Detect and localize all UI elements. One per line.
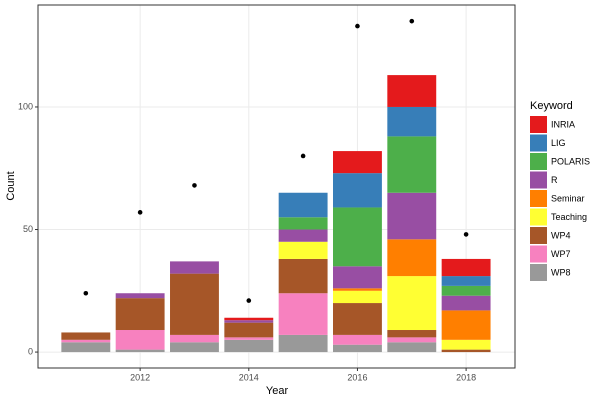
bar-segment [441, 285, 491, 296]
dot [137, 210, 143, 215]
bar-segment [333, 288, 382, 291]
legend-title: Keyword [530, 100, 573, 112]
x-axis-title: Year [266, 385, 289, 397]
legend-key [530, 134, 547, 152]
bar-segment [115, 298, 165, 331]
dot [355, 23, 360, 29]
bar-segment [333, 334, 382, 345]
dot [463, 232, 469, 237]
x-tick-label: 2014 [239, 372, 259, 382]
legend-key [530, 245, 547, 263]
bar-segment [224, 337, 274, 340]
x-tick-label: 2018 [456, 372, 476, 382]
legend-key [530, 171, 547, 189]
bar-segment [224, 322, 274, 338]
bar-segment [387, 106, 437, 137]
bar-segment [333, 290, 382, 304]
bar-segment [333, 151, 382, 174]
bar-segment [278, 229, 328, 242]
legend-label: LIG [551, 138, 566, 148]
bar-segment [278, 293, 328, 335]
legend-label: Seminar [551, 193, 585, 203]
legend-label: WP7 [551, 249, 571, 259]
x-tick-label: 2016 [347, 372, 367, 382]
bar-segment [333, 266, 382, 289]
bar-segment [441, 339, 491, 350]
bar-segment [387, 342, 437, 353]
bar-segment [441, 258, 491, 277]
legend-key [530, 116, 547, 133]
legend-key [530, 208, 547, 226]
legend-label: R [551, 175, 558, 185]
bar-segment [441, 276, 491, 286]
legend-key [530, 264, 547, 281]
bar-segment [333, 344, 382, 353]
bar-segment [170, 261, 219, 274]
bar-segment [224, 320, 274, 323]
bar-segment [115, 330, 165, 350]
bar-segment [441, 310, 491, 340]
panel-border [37, 4, 516, 369]
dot [192, 183, 197, 188]
bar-segment [61, 342, 111, 353]
y-axis-title: Count [5, 171, 17, 200]
legend-label: POLARIS [551, 156, 590, 166]
bar-segment [278, 258, 328, 294]
bar-segment [115, 349, 165, 353]
bar-segment [115, 293, 165, 299]
bar-segment [387, 192, 437, 240]
dot [300, 153, 306, 159]
legend-key [530, 153, 547, 170]
bar-segment [387, 136, 437, 193]
x-tick-label: 2012 [130, 372, 150, 382]
dot [246, 298, 252, 303]
legend-label: INRIA [551, 119, 575, 129]
bar-segment [170, 273, 219, 335]
bar-segment [278, 241, 328, 259]
bar-segment [278, 192, 328, 218]
bar-segment [333, 303, 382, 335]
bar-segment [278, 334, 328, 353]
legend-key [530, 227, 547, 244]
bar-segment [387, 276, 437, 331]
bar-segment [170, 334, 219, 343]
bar-segment [224, 317, 274, 321]
bar-segment [387, 337, 437, 343]
legend-label: Teaching [551, 212, 587, 222]
y-tick-label: 100 [18, 101, 33, 111]
bar-segment [387, 330, 437, 338]
bar-segment [387, 239, 437, 277]
bar-segment [441, 349, 491, 353]
bar-segment [170, 342, 219, 353]
legend-key [530, 190, 547, 207]
dot [409, 18, 415, 24]
bar-segment [61, 332, 111, 340]
y-tick-label: 0 [28, 346, 33, 356]
legend-label: WP4 [551, 230, 571, 240]
bar-segment [61, 339, 111, 343]
bar-segment [387, 75, 437, 107]
bar-segment [333, 173, 382, 208]
legend-label: WP8 [551, 267, 571, 277]
bar-segment [441, 295, 491, 311]
y-tick-label: 50 [23, 224, 33, 234]
dot [83, 290, 89, 296]
bar-segment [278, 217, 328, 230]
bar-segment [224, 339, 274, 353]
bar-segment [333, 207, 382, 267]
